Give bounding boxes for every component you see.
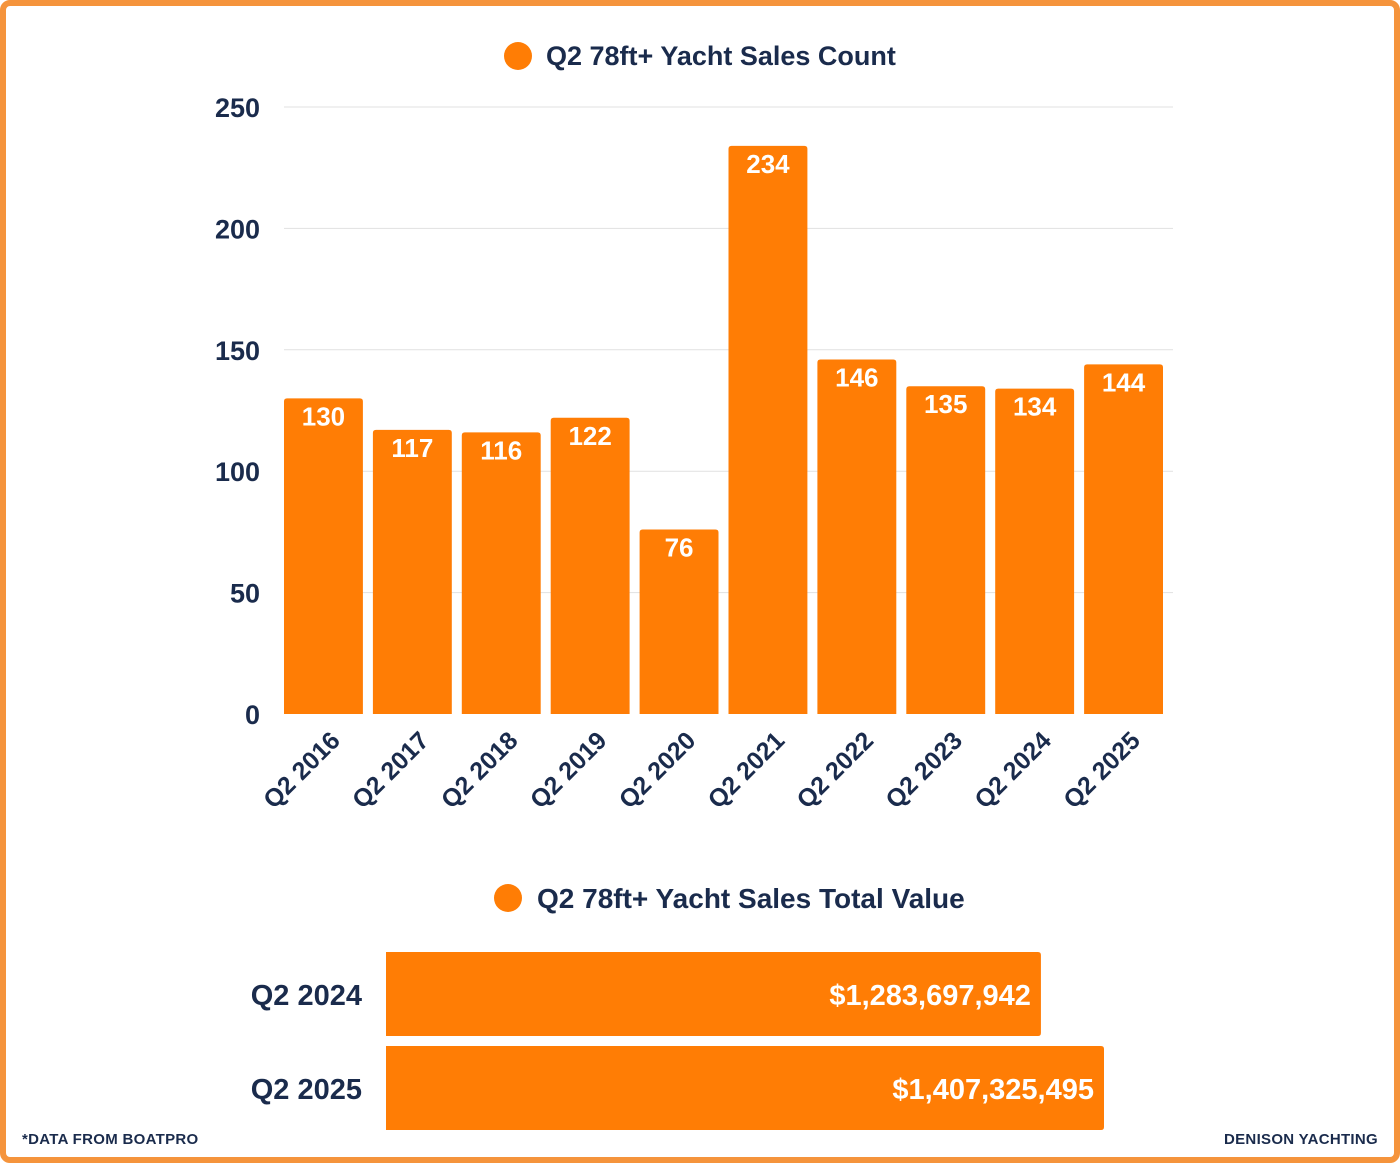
value-bar [386,952,1041,1036]
count-legend-label: Q2 78ft+ Yacht Sales Count [546,41,896,71]
count-bar [639,529,719,714]
value-bar [386,1046,1104,1130]
count-data-labels: 130 117 116 122 76 234 146 135 134 144 [302,149,1146,563]
count-legend-marker [504,42,532,70]
y-tick-label: 50 [230,579,260,609]
x-tick-label: Q2 2024 [969,726,1057,814]
x-tick-label: Q2 2016 [258,726,346,814]
x-tick-label: Q2 2019 [525,726,613,814]
count-bar [728,145,808,714]
count-bar [461,432,541,714]
count-bar-label: 122 [568,421,611,451]
y-tick-label: 0 [245,700,260,730]
count-bar [550,417,630,714]
count-x-axis: Q2 2016 Q2 2017 Q2 2018 Q2 2019 Q2 2020 Q2 20… [258,726,1146,814]
value-bars: $1,283,697,942 Q2 2024 $1,407,325,495 Q2 20… [251,952,1104,1130]
count-bar [995,388,1075,714]
x-tick-label: Q2 2018 [436,726,524,814]
value-legend: Q2 78ft+ Yacht Sales Total Value [494,883,965,914]
count-bar [284,398,363,714]
count-bars [284,145,1163,714]
count-bar [372,429,452,714]
count-bar-label: 135 [924,389,967,419]
x-tick-label: Q2 2022 [791,726,879,814]
y-tick-label: 150 [215,336,260,366]
count-bar-label: 117 [391,433,433,463]
count-legend: Q2 78ft+ Yacht Sales Count [504,41,896,71]
source-note: *DATA FROM BOATPRO [22,1131,199,1148]
y-tick-label: 100 [215,457,260,487]
x-tick-label: Q2 2021 [703,726,791,814]
value-category-label: Q2 2025 [251,1074,362,1106]
count-bar-label: 234 [746,149,790,179]
value-legend-label: Q2 78ft+ Yacht Sales Total Value [537,883,965,914]
x-tick-label: Q2 2025 [1058,726,1146,814]
value-bar-label: $1,407,325,495 [892,1074,1094,1106]
count-bar-label: 76 [665,532,694,562]
count-y-axis: 0 50 100 150 200 250 [215,93,260,730]
count-bar-label: 134 [1013,392,1057,422]
count-bar [906,386,986,714]
brand-name: DENISON YACHTING [1224,1131,1378,1148]
count-bar [1084,364,1163,714]
value-category-label: Q2 2024 [251,980,362,1012]
count-bar-label: 144 [1102,367,1146,397]
y-tick-label: 200 [215,214,260,244]
x-tick-label: Q2 2023 [880,726,968,814]
y-tick-label: 250 [215,93,260,123]
count-bar-label: 146 [835,363,878,393]
value-bar-label: $1,283,697,942 [829,980,1031,1012]
count-bar-label: 130 [302,401,345,431]
value-chart: Q2 78ft+ Yacht Sales Total Value $1,283,… [251,883,1104,1130]
x-tick-label: Q2 2017 [347,726,435,814]
value-legend-marker [494,884,522,912]
count-bar [817,359,897,714]
x-tick-label: Q2 2020 [614,726,702,814]
count-bar-label: 116 [480,435,522,465]
